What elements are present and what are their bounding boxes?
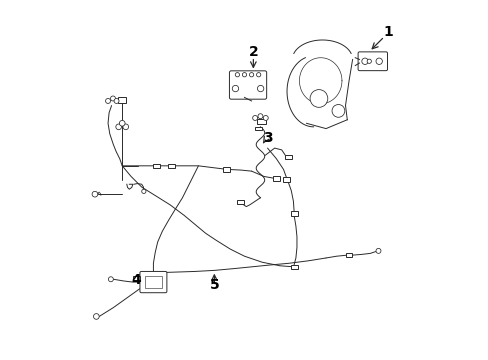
Bar bbox=[290, 265, 297, 269]
Circle shape bbox=[263, 116, 268, 121]
Circle shape bbox=[110, 96, 115, 101]
Circle shape bbox=[242, 73, 246, 77]
Circle shape bbox=[122, 124, 128, 130]
Circle shape bbox=[249, 73, 253, 77]
Circle shape bbox=[331, 104, 344, 117]
Bar bbox=[290, 211, 297, 216]
Text: 2: 2 bbox=[248, 45, 258, 59]
Bar bbox=[256, 119, 266, 124]
Circle shape bbox=[375, 58, 382, 64]
Circle shape bbox=[108, 277, 113, 282]
Bar bbox=[118, 97, 126, 103]
Circle shape bbox=[232, 85, 238, 92]
Text: 5: 5 bbox=[209, 278, 219, 292]
Circle shape bbox=[258, 114, 263, 119]
Bar bbox=[282, 177, 289, 181]
Circle shape bbox=[114, 99, 119, 103]
Bar bbox=[153, 163, 160, 168]
Bar bbox=[284, 155, 291, 159]
Circle shape bbox=[375, 248, 380, 253]
Bar bbox=[345, 253, 351, 257]
Circle shape bbox=[257, 85, 264, 92]
Circle shape bbox=[256, 73, 260, 77]
Bar bbox=[223, 167, 230, 172]
Circle shape bbox=[93, 314, 99, 319]
Circle shape bbox=[366, 59, 370, 63]
FancyBboxPatch shape bbox=[357, 52, 386, 71]
Circle shape bbox=[116, 124, 121, 130]
Bar bbox=[255, 127, 262, 130]
Text: 1: 1 bbox=[383, 25, 392, 39]
Bar bbox=[144, 276, 162, 288]
Circle shape bbox=[105, 99, 110, 103]
Bar bbox=[272, 176, 279, 180]
Circle shape bbox=[361, 58, 367, 64]
FancyBboxPatch shape bbox=[229, 71, 266, 99]
Circle shape bbox=[309, 90, 327, 107]
Bar bbox=[167, 163, 174, 168]
Text: 3: 3 bbox=[262, 131, 272, 145]
Circle shape bbox=[252, 116, 257, 121]
Text: 4: 4 bbox=[131, 273, 141, 287]
Circle shape bbox=[142, 189, 145, 193]
Bar bbox=[133, 276, 139, 281]
FancyBboxPatch shape bbox=[140, 271, 166, 293]
Circle shape bbox=[92, 192, 98, 197]
Circle shape bbox=[235, 73, 239, 77]
Circle shape bbox=[119, 121, 125, 126]
Bar bbox=[237, 200, 244, 204]
